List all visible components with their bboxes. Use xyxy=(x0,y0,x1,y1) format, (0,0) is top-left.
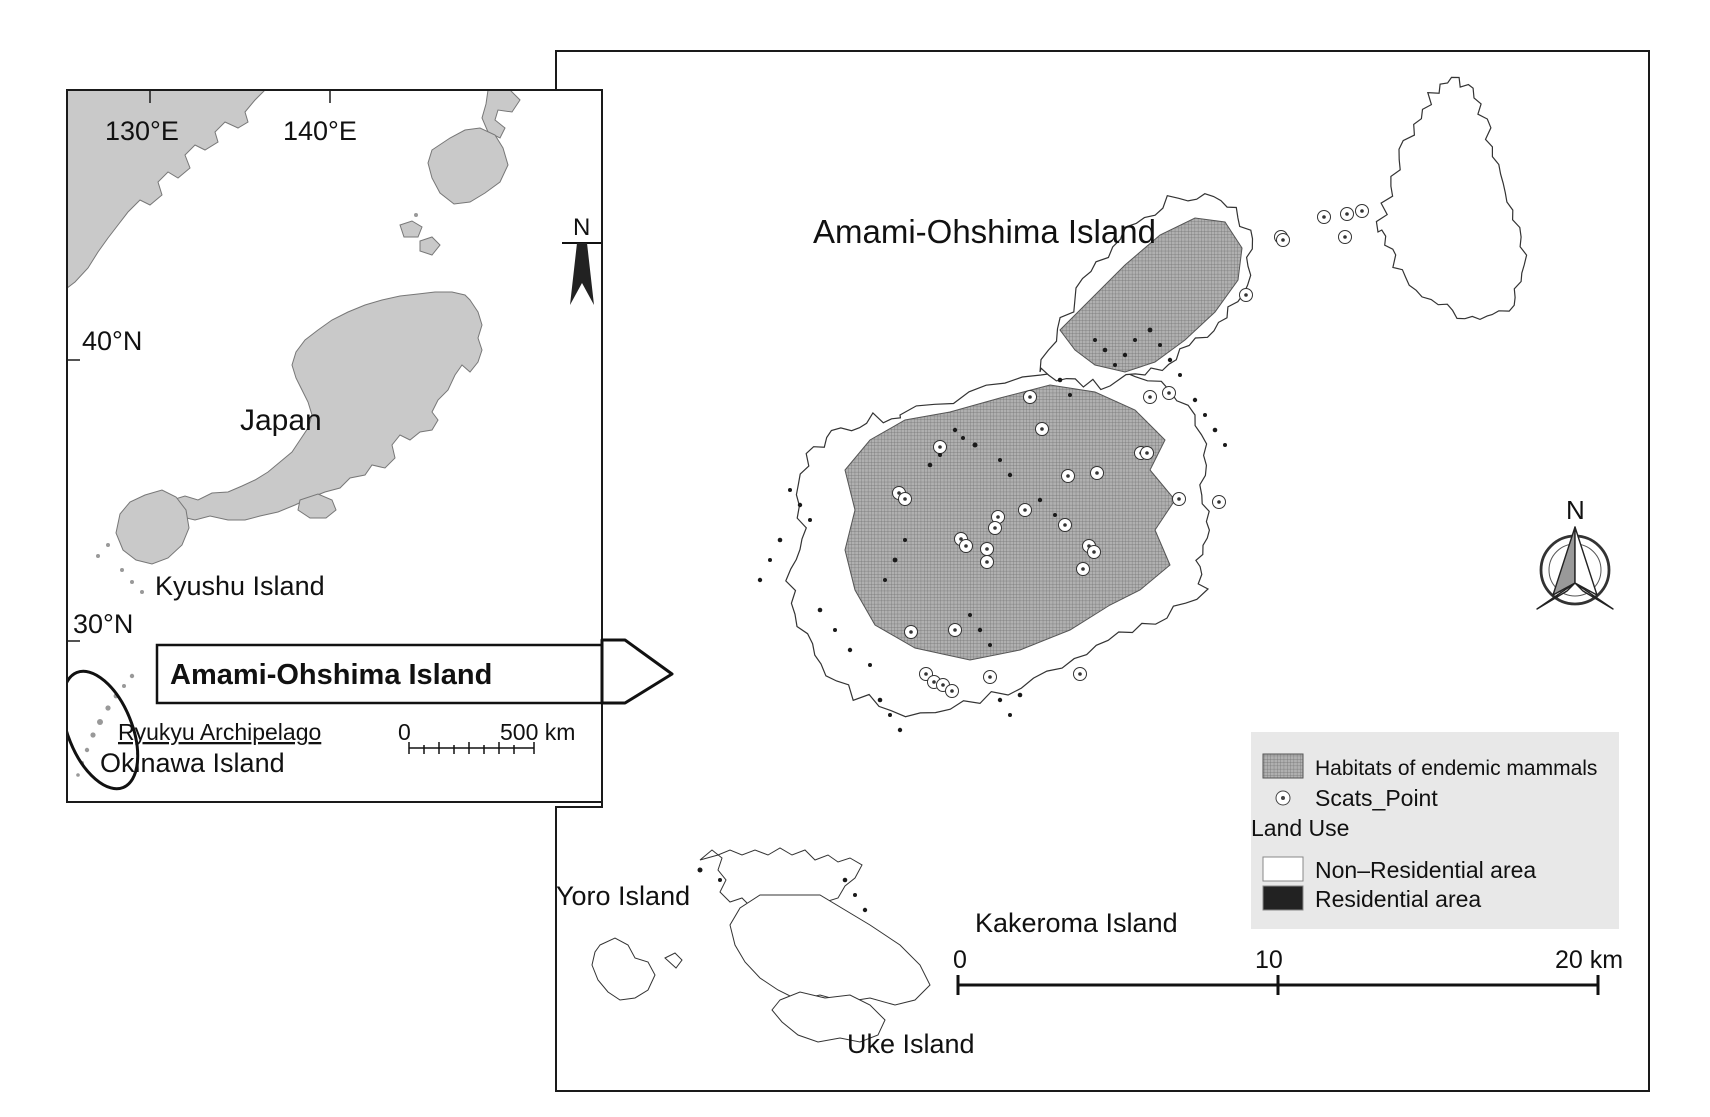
svg-text:Kyushu Island: Kyushu Island xyxy=(155,571,325,601)
svg-text:500 km: 500 km xyxy=(500,719,575,745)
svg-text:130°E: 130°E xyxy=(105,116,179,146)
svg-text:10: 10 xyxy=(1255,946,1283,974)
svg-text:Non–Residential area: Non–Residential area xyxy=(1315,857,1536,883)
svg-text:Amami-Ohshima Island: Amami-Ohshima Island xyxy=(170,659,492,691)
svg-text:Kakeroma Island: Kakeroma Island xyxy=(975,908,1178,938)
svg-text:Amami-Ohshima Island: Amami-Ohshima Island xyxy=(813,213,1156,250)
svg-text:20 km: 20 km xyxy=(1555,946,1623,974)
svg-text:40°N: 40°N xyxy=(82,326,142,356)
svg-text:Residential area: Residential area xyxy=(1315,886,1481,912)
svg-text:30°N: 30°N xyxy=(73,609,133,639)
svg-text:0: 0 xyxy=(398,719,411,745)
svg-text:Habitats of endemic mammals: Habitats of endemic mammals xyxy=(1315,757,1597,780)
svg-text:Land Use: Land Use xyxy=(1251,815,1349,841)
svg-text:Scats_Point: Scats_Point xyxy=(1315,785,1438,811)
svg-text:Uke Island: Uke Island xyxy=(847,1029,975,1059)
svg-text:Ryukyu Archipelago: Ryukyu Archipelago xyxy=(118,719,321,745)
svg-text:Yoro Island: Yoro Island xyxy=(556,881,690,911)
svg-text:140°E: 140°E xyxy=(283,116,357,146)
svg-text:0: 0 xyxy=(953,946,967,974)
svg-text:Okinawa Island: Okinawa Island xyxy=(100,748,285,778)
svg-text:Japan: Japan xyxy=(240,404,322,437)
svg-text:N: N xyxy=(1566,495,1585,525)
svg-text:N: N xyxy=(573,214,590,241)
